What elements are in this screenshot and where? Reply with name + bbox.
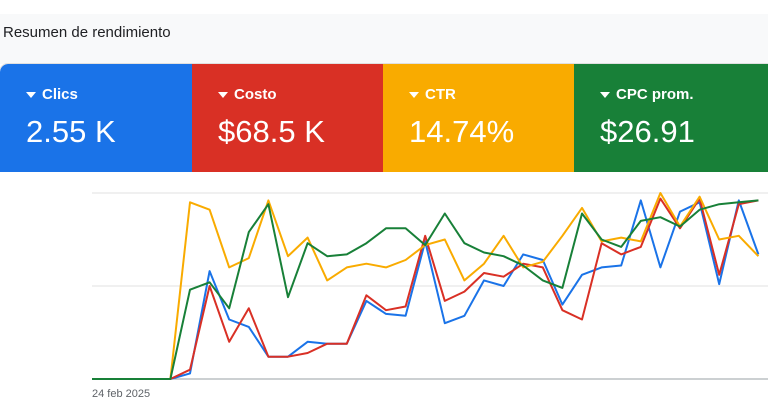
metric-value: $68.5 K bbox=[218, 114, 325, 149]
top-bar bbox=[0, 0, 768, 14]
caret-down-icon bbox=[409, 91, 419, 98]
series-line-3 bbox=[92, 199, 759, 380]
x-tick-label: 24 feb 2025 bbox=[92, 388, 150, 400]
performance-card: Clics 2.55 K Costo $68.5 K CTR 14.74% CP… bbox=[0, 64, 768, 419]
metric-label: Clics bbox=[42, 86, 78, 103]
series-layer bbox=[92, 192, 760, 380]
metric-value: $26.91 bbox=[600, 114, 695, 149]
metric-tile-clicks[interactable]: Clics 2.55 K bbox=[0, 64, 192, 172]
metric-label-row: Clics bbox=[26, 86, 78, 103]
section-header: Resumen de rendimiento bbox=[0, 14, 768, 64]
caret-down-icon bbox=[26, 91, 36, 98]
metric-tiles: Clics 2.55 K Costo $68.5 K CTR 14.74% CP… bbox=[0, 64, 768, 172]
series-line-1 bbox=[92, 197, 759, 380]
metric-tile-avg-cpc[interactable]: CPC prom. $26.91 bbox=[574, 64, 768, 172]
caret-down-icon bbox=[600, 91, 610, 98]
metric-label-row: Costo bbox=[218, 86, 277, 103]
page-title: Resumen de rendimiento bbox=[3, 24, 171, 41]
metric-label: CPC prom. bbox=[616, 86, 694, 103]
metric-label: Costo bbox=[234, 86, 277, 103]
metric-value: 14.74% bbox=[409, 114, 515, 149]
caret-down-icon bbox=[218, 91, 228, 98]
metric-label: CTR bbox=[425, 86, 456, 103]
metric-label-row: CTR bbox=[409, 86, 456, 103]
metric-value: 2.55 K bbox=[26, 114, 116, 149]
performance-line-chart: 24 feb 2025 bbox=[92, 192, 768, 400]
metric-label-row: CPC prom. bbox=[600, 86, 694, 103]
metric-tile-ctr[interactable]: CTR 14.74% bbox=[383, 64, 574, 172]
metric-tile-cost[interactable]: Costo $68.5 K bbox=[192, 64, 383, 172]
